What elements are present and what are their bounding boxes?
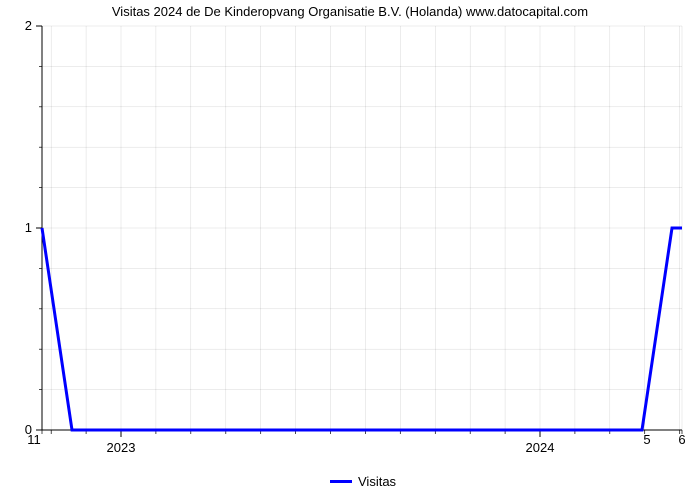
x-tick-label: 5 <box>643 432 650 447</box>
chart-container: Visitas 2024 de De Kinderopvang Organisa… <box>0 0 700 500</box>
x-tick-label: 2023 <box>107 440 136 455</box>
y-tick-label: 2 <box>14 18 32 33</box>
legend-label: Visitas <box>358 474 396 489</box>
y-tick-label: 1 <box>14 220 32 235</box>
chart-title: Visitas 2024 de De Kinderopvang Organisa… <box>0 4 700 19</box>
plot-area <box>42 26 682 440</box>
legend: Visitas <box>330 474 396 489</box>
legend-swatch <box>330 480 352 483</box>
x-tick-label: 11 <box>27 432 41 447</box>
x-tick-label: 2024 <box>526 440 555 455</box>
x-tick-label: 6 <box>678 432 685 447</box>
